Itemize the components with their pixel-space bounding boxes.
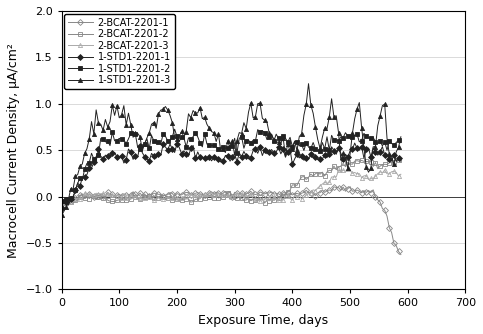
Line: 1-STD1-2201-3: 1-STD1-2201-3 xyxy=(59,81,403,217)
1-STD1-2201-3 xyxy=(123,123,129,127)
2-BCAT-2201-3 xyxy=(58,200,64,204)
1-STD1-2201-1 xyxy=(298,154,304,158)
1-STD1-2201-2 xyxy=(66,201,71,205)
2-BCAT-2201-3 xyxy=(345,167,351,171)
1-STD1-2201-2 xyxy=(271,139,277,143)
2-BCAT-2201-1 xyxy=(347,185,353,189)
2-BCAT-2201-1 xyxy=(220,191,226,195)
2-BCAT-2201-2 xyxy=(398,160,404,164)
Line: 2-BCAT-2201-2: 2-BCAT-2201-2 xyxy=(59,157,403,205)
2-BCAT-2201-3 xyxy=(269,194,274,198)
2-BCAT-2201-1 xyxy=(267,191,272,195)
2-BCAT-2201-1 xyxy=(58,201,64,205)
2-BCAT-2201-1 xyxy=(82,193,87,197)
Line: 2-BCAT-2201-3: 2-BCAT-2201-3 xyxy=(59,167,403,205)
1-STD1-2201-3 xyxy=(298,132,304,136)
1-STD1-2201-1 xyxy=(58,206,64,210)
2-BCAT-2201-3 xyxy=(301,195,307,199)
Legend: 2-BCAT-2201-1, 2-BCAT-2201-2, 2-BCAT-2201-3, 1-STD1-2201-1, 1-STD1-2201-2, 1-STD: 2-BCAT-2201-1, 2-BCAT-2201-2, 2-BCAT-220… xyxy=(64,14,175,89)
1-STD1-2201-1 xyxy=(398,158,404,162)
1-STD1-2201-2 xyxy=(126,137,131,141)
2-BCAT-2201-2 xyxy=(269,196,274,200)
2-BCAT-2201-1 xyxy=(298,191,304,195)
Y-axis label: Macrocell Current Density, μA/cm²: Macrocell Current Density, μA/cm² xyxy=(7,43,20,258)
2-BCAT-2201-3 xyxy=(126,197,131,201)
1-STD1-2201-2 xyxy=(172,127,178,131)
1-STD1-2201-1 xyxy=(352,141,357,145)
2-BCAT-2201-2 xyxy=(82,196,87,200)
2-BCAT-2201-1 xyxy=(398,253,404,257)
1-STD1-2201-2 xyxy=(232,136,238,140)
2-BCAT-2201-2 xyxy=(220,195,226,199)
1-STD1-2201-2 xyxy=(398,141,404,145)
2-BCAT-2201-1 xyxy=(227,189,233,193)
2-BCAT-2201-3 xyxy=(223,193,228,197)
X-axis label: Exposure Time, days: Exposure Time, days xyxy=(199,314,328,327)
1-STD1-2201-1 xyxy=(227,159,233,163)
1-STD1-2201-2 xyxy=(58,199,64,203)
Line: 1-STD1-2201-2: 1-STD1-2201-2 xyxy=(59,127,403,205)
2-BCAT-2201-3 xyxy=(61,201,67,205)
1-STD1-2201-3 xyxy=(82,151,87,155)
2-BCAT-2201-2 xyxy=(123,198,129,202)
2-BCAT-2201-3 xyxy=(398,172,404,176)
1-STD1-2201-3 xyxy=(398,135,404,139)
Line: 1-STD1-2201-1: 1-STD1-2201-1 xyxy=(59,141,403,210)
1-STD1-2201-3 xyxy=(306,81,312,86)
2-BCAT-2201-2 xyxy=(262,201,268,205)
2-BCAT-2201-3 xyxy=(229,194,235,198)
1-STD1-2201-2 xyxy=(84,161,90,165)
2-BCAT-2201-2 xyxy=(227,197,233,201)
2-BCAT-2201-2 xyxy=(58,200,64,204)
1-STD1-2201-1 xyxy=(220,159,226,163)
1-STD1-2201-3 xyxy=(58,213,64,217)
2-BCAT-2201-3 xyxy=(84,194,90,198)
1-STD1-2201-3 xyxy=(220,147,226,151)
2-BCAT-2201-1 xyxy=(123,193,129,197)
1-STD1-2201-2 xyxy=(225,146,230,150)
1-STD1-2201-1 xyxy=(123,158,129,162)
1-STD1-2201-1 xyxy=(82,175,87,179)
2-BCAT-2201-2 xyxy=(301,175,307,179)
1-STD1-2201-3 xyxy=(267,131,272,135)
Line: 2-BCAT-2201-1: 2-BCAT-2201-1 xyxy=(59,184,403,257)
2-BCAT-2201-2 xyxy=(393,157,399,161)
1-STD1-2201-1 xyxy=(267,150,272,154)
1-STD1-2201-3 xyxy=(227,146,233,150)
1-STD1-2201-2 xyxy=(303,141,309,145)
